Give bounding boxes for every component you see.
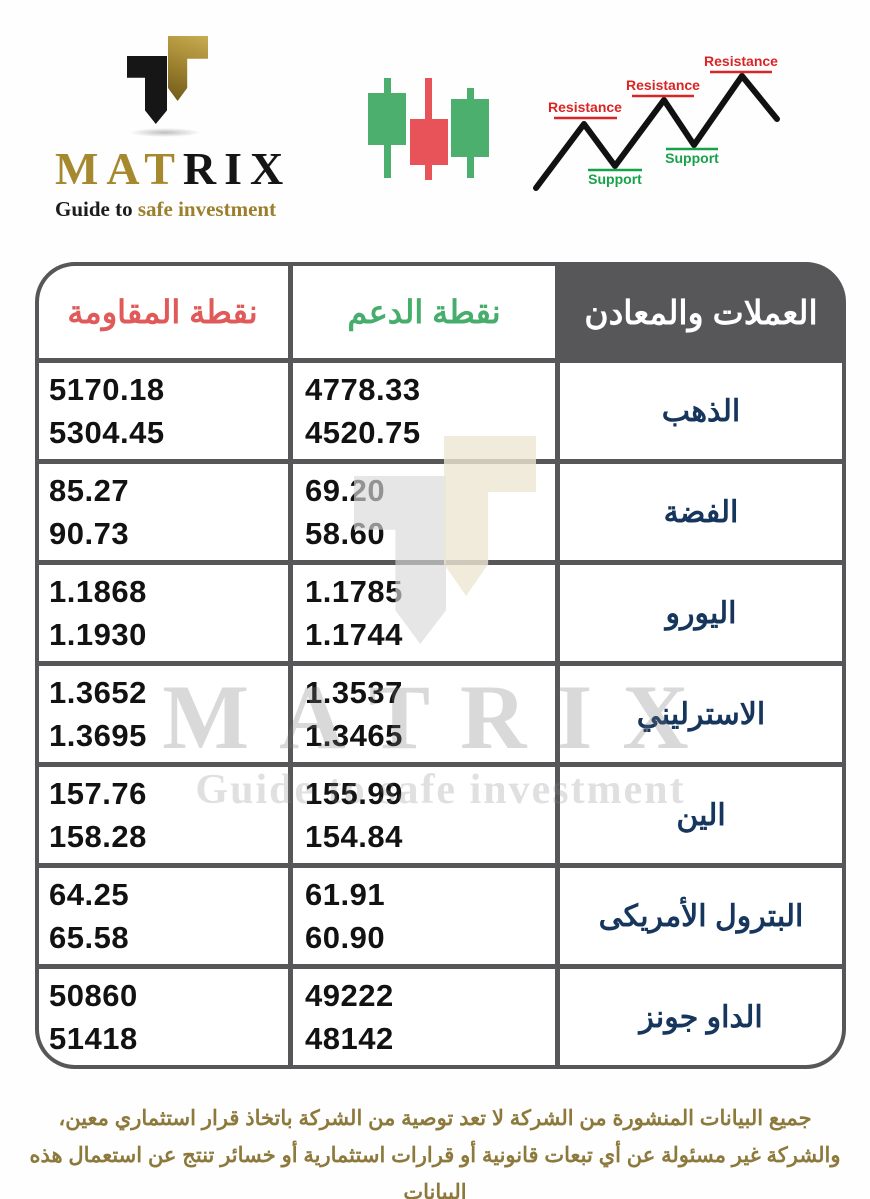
brand-name-gold: MAT bbox=[55, 143, 183, 194]
resistance-values-sterling: 1.3652 1.3695 bbox=[39, 666, 288, 762]
brand-name-dark: RIX bbox=[182, 143, 292, 194]
column-header-support: نقطة الدعم bbox=[293, 266, 555, 358]
resistance-value: 158.28 bbox=[49, 818, 147, 854]
support-value: 1.1785 bbox=[305, 574, 403, 610]
support-value: 61.91 bbox=[305, 877, 386, 913]
support-value: 48142 bbox=[305, 1020, 394, 1056]
asset-name-yen: الين bbox=[560, 767, 842, 863]
resistance-label-3: Resistance bbox=[704, 53, 778, 69]
resistance-value: 90.73 bbox=[49, 515, 130, 551]
brand-tagline-dark: Guide to bbox=[55, 197, 138, 221]
resistance-values-euro: 1.1868 1.1930 bbox=[39, 565, 288, 661]
support-value: 155.99 bbox=[305, 776, 403, 812]
support-label-2: Support bbox=[665, 150, 719, 166]
asset-name-sterling: الاسترليني bbox=[560, 666, 842, 762]
support-values-silver: 69.20 58.60 bbox=[293, 464, 555, 560]
prices-grid: العملات والمعادن نقطة الدعم نقطة المقاوم… bbox=[39, 266, 842, 1065]
support-values-sterling: 1.3537 1.3465 bbox=[293, 666, 555, 762]
brand-name: MATRIX bbox=[55, 142, 290, 195]
resistance-value: 85.27 bbox=[49, 473, 130, 509]
asset-name-silver: الفضة bbox=[560, 464, 842, 560]
brand-tagline-gold: safe investment bbox=[137, 197, 277, 221]
column-header-resistance: نقطة المقاومة bbox=[39, 266, 288, 358]
support-value: 58.60 bbox=[305, 515, 386, 551]
support-values-us-crude: 61.91 60.90 bbox=[293, 868, 555, 964]
asset-name-dow-jones: الداو جونز bbox=[560, 969, 842, 1065]
support-value: 154.84 bbox=[305, 818, 403, 854]
disclaimer: جميع البيانات المنشورة من الشركة لا تعد … bbox=[0, 1100, 870, 1199]
support-value: 1.3537 bbox=[305, 675, 403, 711]
brand-logo: MATRIX Guide to safe investment bbox=[55, 30, 290, 222]
support-label-1: Support bbox=[588, 171, 642, 187]
candlestick-chart-icon bbox=[368, 78, 489, 180]
resistance-value: 1.1930 bbox=[49, 616, 147, 652]
support-value: 4520.75 bbox=[305, 414, 421, 450]
logo-shadow bbox=[129, 128, 201, 137]
resistance-label-2: Resistance bbox=[626, 77, 700, 93]
resistance-values-gold: 5170.18 5304.45 bbox=[39, 363, 288, 459]
logo-flag-gold-icon bbox=[168, 36, 208, 101]
resistance-value: 64.25 bbox=[49, 877, 130, 913]
resistance-value: 157.76 bbox=[49, 776, 147, 812]
disclaimer-line-2: والشركة غير مسئولة عن أي تبعات قانونية أ… bbox=[29, 1144, 841, 1199]
resistance-value: 1.3695 bbox=[49, 717, 147, 753]
support-value: 4778.33 bbox=[305, 372, 421, 408]
resistance-value: 1.1868 bbox=[49, 574, 147, 610]
resistance-value: 5170.18 bbox=[49, 372, 165, 408]
support-values-dow-jones: 49222 48142 bbox=[293, 969, 555, 1065]
resistance-values-dow-jones: 50860 51418 bbox=[39, 969, 288, 1065]
resistance-values-us-crude: 64.25 65.58 bbox=[39, 868, 288, 964]
prices-table: العملات والمعادن نقطة الدعم نقطة المقاوم… bbox=[35, 262, 846, 1069]
support-values-yen: 155.99 154.84 bbox=[293, 767, 555, 863]
resistance-value: 1.3652 bbox=[49, 675, 147, 711]
resistance-value: 50860 bbox=[49, 978, 138, 1014]
support-value: 69.20 bbox=[305, 473, 386, 509]
support-values-euro: 1.1785 1.1744 bbox=[293, 565, 555, 661]
brand-tagline: Guide to safe investment bbox=[55, 197, 290, 222]
asset-name-euro: اليورو bbox=[560, 565, 842, 661]
support-value: 1.3465 bbox=[305, 717, 403, 753]
resistance-values-yen: 157.76 158.28 bbox=[39, 767, 288, 863]
support-value: 49222 bbox=[305, 978, 394, 1014]
resistance-value: 65.58 bbox=[49, 919, 130, 955]
matrix-logo-icon bbox=[55, 30, 290, 142]
support-values-gold: 4778.33 4520.75 bbox=[293, 363, 555, 459]
resistance-label-1: Resistance bbox=[548, 99, 622, 115]
support-resistance-diagram: Resistance Support Resistance Support Re… bbox=[533, 53, 780, 191]
asset-name-us-crude: البترول الأمريكى bbox=[560, 868, 842, 964]
resistance-value: 5304.45 bbox=[49, 414, 165, 450]
logo-flag-black-icon bbox=[127, 56, 167, 124]
disclaimer-line-1: جميع البيانات المنشورة من الشركة لا تعد … bbox=[58, 1107, 812, 1130]
support-value: 60.90 bbox=[305, 919, 386, 955]
resistance-values-silver: 85.27 90.73 bbox=[39, 464, 288, 560]
asset-name-gold: الذهب bbox=[560, 363, 842, 459]
support-value: 1.1744 bbox=[305, 616, 403, 652]
resistance-value: 51418 bbox=[49, 1020, 138, 1056]
price-zigzag-line bbox=[533, 73, 780, 191]
column-header-assets: العملات والمعادن bbox=[560, 266, 842, 358]
